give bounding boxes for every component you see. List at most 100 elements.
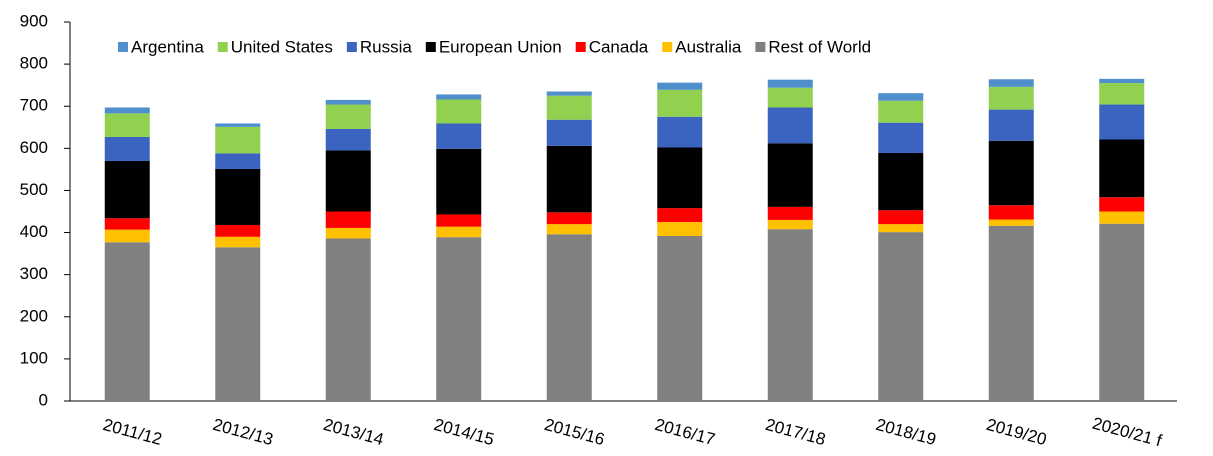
bar-segment [546,212,592,225]
x-tick-label: 2020/21 f [1090,414,1164,451]
bar-segment [1099,83,1145,105]
bar-segment [878,224,924,233]
bar-segment [878,232,924,401]
y-tick-label: 600 [20,138,48,157]
bar-segment [657,235,703,401]
bar-segment [878,122,924,153]
bar-segment [104,107,150,114]
legend-label: United States [231,37,333,56]
legend-label: Argentina [131,37,204,56]
bar-segment [215,153,261,169]
bar-segment [878,210,924,225]
bar-segment [767,143,813,207]
bar-segment [546,91,592,96]
bar-segment [988,79,1034,87]
bar-segment [104,242,150,401]
legend-label: European Union [439,37,562,56]
bar-segment [215,168,261,225]
bar-segment [767,87,813,108]
bar-segment [657,208,703,223]
bar-segment [215,236,261,248]
bar-segment [878,152,924,211]
bar-segment [436,99,482,124]
y-tick-label: 400 [20,222,48,241]
legend-label: Australia [675,37,742,56]
bar-segment [325,238,371,401]
bar-segment [325,227,371,239]
legend-swatch [346,42,357,52]
y-tick-label: 700 [20,96,48,115]
bar-segment [325,99,371,105]
y-tick-label: 0 [39,390,48,409]
x-tick-label: 2012/13 [211,415,275,449]
y-tick-label: 800 [20,54,48,73]
bar-segment [657,89,703,117]
bar-segment [1099,104,1145,140]
legend-swatch [755,42,766,52]
bar-segment [1099,197,1145,212]
bar-segment [767,206,813,220]
bar-segment [436,214,482,227]
bar-segment [325,211,371,228]
bar-segment [767,229,813,401]
bar-segment [215,123,261,127]
bar-segment [436,94,482,100]
legend-swatch [217,42,228,52]
bar-segment [988,205,1034,220]
bar-segment [104,229,150,243]
x-tick-label: 2011/12 [101,415,164,449]
bar-segment [215,224,261,237]
bar-segment [1099,223,1145,401]
legend-label: Russia [360,37,413,56]
bar-segment [546,224,592,235]
legend-swatch [662,42,673,52]
x-tick-label: 2017/18 [763,415,827,449]
bar-segment [325,150,371,212]
bar-segment [988,140,1034,206]
bar-segment [215,126,261,154]
bar-segment [1099,139,1145,198]
bar-segment [657,147,703,209]
bar-segment [546,145,592,213]
bar-segment [988,109,1034,141]
legend-swatch [575,42,586,52]
bar-segment [878,93,924,101]
y-tick-label: 200 [20,306,48,325]
bar-segment [104,113,150,137]
bar-segment [988,225,1034,401]
bar-segment [546,234,592,401]
legend-label: Canada [589,37,649,56]
bar-segment [325,104,371,129]
bar-segment [657,82,703,90]
x-tick-label: 2018/19 [874,415,938,449]
y-tick-label: 100 [20,348,48,367]
bar-segment [436,148,482,215]
bar-segment [546,119,592,146]
bar-segment [878,100,924,123]
bar-segment [546,95,592,120]
bar-segment [767,79,813,88]
bar-segment [104,218,150,230]
bar-segment [1099,211,1145,224]
y-tick-label: 500 [20,180,48,199]
bar-segment [767,107,813,144]
bar-segment [657,222,703,236]
bar-segment [104,136,150,161]
bar-segment [657,116,703,148]
legend-label: Rest of World [768,37,871,56]
x-tick-label: 2015/16 [542,415,606,449]
bar-segment [436,237,482,401]
y-tick-label: 300 [20,264,48,283]
bar-segment [988,219,1034,226]
legend-swatch [425,42,436,52]
bar-segment [104,160,150,219]
legend-swatch [118,42,128,52]
x-tick-label: 2013/14 [321,415,385,449]
bar-segment [988,86,1034,110]
bar-segment [767,219,813,230]
bar-segment [325,128,371,151]
bar-segment [436,226,482,238]
x-tick-label: 2014/15 [432,415,496,449]
bar-segment [215,247,261,401]
